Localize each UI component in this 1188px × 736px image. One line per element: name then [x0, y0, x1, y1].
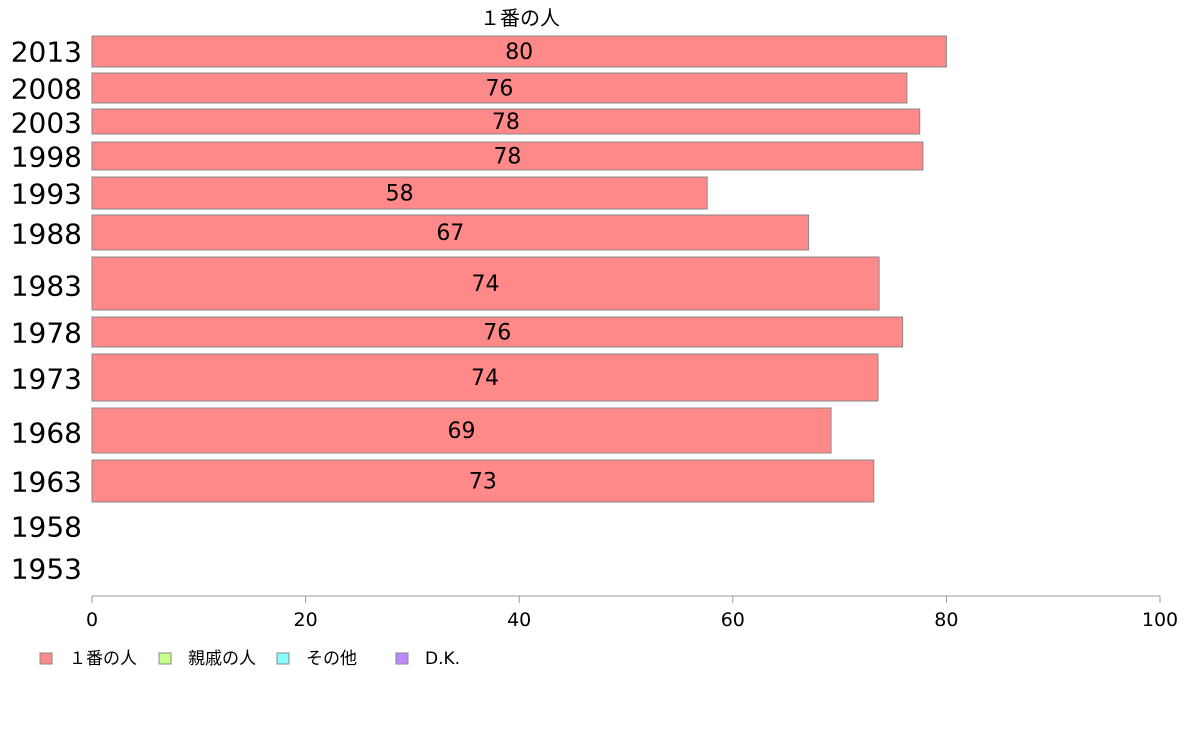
bars — [91, 35, 947, 503]
bar-value-label: 78 — [493, 145, 521, 170]
value-labels: 80 76 78 78 58 67 74 76 74 69 73 — [386, 40, 534, 495]
legend-item: 親戚の人 — [158, 649, 256, 669]
bar-value-label: 76 — [485, 77, 513, 102]
x-axis: 0 20 40 60 80 100 — [86, 595, 1178, 631]
bar-value-label: 73 — [469, 470, 497, 495]
legend-item: １番の人 — [39, 649, 137, 669]
bar — [91, 316, 904, 348]
year-label: 1973 — [11, 363, 82, 396]
legend: １番の人 親戚の人 その他 D.K. — [39, 649, 460, 669]
bar-value-label: 74 — [471, 366, 499, 391]
bar — [91, 141, 924, 171]
legend-label: その他 — [306, 649, 357, 669]
bar-value-label: 76 — [483, 321, 511, 346]
chart-title: １番の人 — [480, 6, 560, 30]
x-tick-label: 20 — [294, 609, 318, 631]
year-label: 1993 — [11, 178, 82, 211]
x-tick-label: 80 — [934, 609, 958, 631]
year-label: 1998 — [11, 141, 82, 174]
x-tick-label: 0 — [86, 609, 98, 631]
legend-swatch — [276, 652, 290, 665]
bar — [91, 108, 921, 135]
bar — [91, 353, 879, 402]
legend-item: D.K. — [395, 649, 460, 669]
legend-swatch — [158, 652, 172, 665]
x-tick-label: 100 — [1142, 609, 1178, 631]
bar — [91, 407, 832, 454]
bar — [91, 256, 880, 311]
year-label: 1953 — [11, 553, 82, 586]
legend-item: その他 — [276, 649, 357, 669]
legend-label: 親戚の人 — [188, 649, 256, 669]
bar-value-label: 69 — [448, 419, 476, 444]
bar — [91, 214, 810, 251]
legend-swatch — [395, 652, 409, 665]
legend-label: １番の人 — [69, 649, 137, 669]
bar-value-label: 58 — [386, 182, 414, 207]
year-label: 1983 — [11, 270, 82, 303]
x-tick-label: 40 — [507, 609, 531, 631]
bar — [91, 35, 947, 68]
bar-value-label: 78 — [492, 110, 520, 135]
year-label: 1963 — [11, 466, 82, 499]
legend-swatch — [39, 652, 53, 665]
year-label: 2003 — [11, 107, 82, 140]
year-label: 2008 — [11, 73, 82, 106]
year-label: 1958 — [11, 511, 82, 544]
bar-value-label: 80 — [505, 40, 533, 65]
year-label: 1988 — [11, 218, 82, 251]
bar — [91, 72, 908, 104]
year-label: 1978 — [11, 317, 82, 350]
bar-value-label: 74 — [472, 272, 500, 297]
bar — [91, 176, 708, 210]
year-label: 2013 — [11, 36, 82, 69]
bar-value-label: 67 — [436, 221, 464, 246]
year-label: 1968 — [11, 417, 82, 450]
legend-label: D.K. — [425, 649, 460, 669]
x-tick-label: 60 — [721, 609, 745, 631]
bar — [91, 459, 875, 503]
